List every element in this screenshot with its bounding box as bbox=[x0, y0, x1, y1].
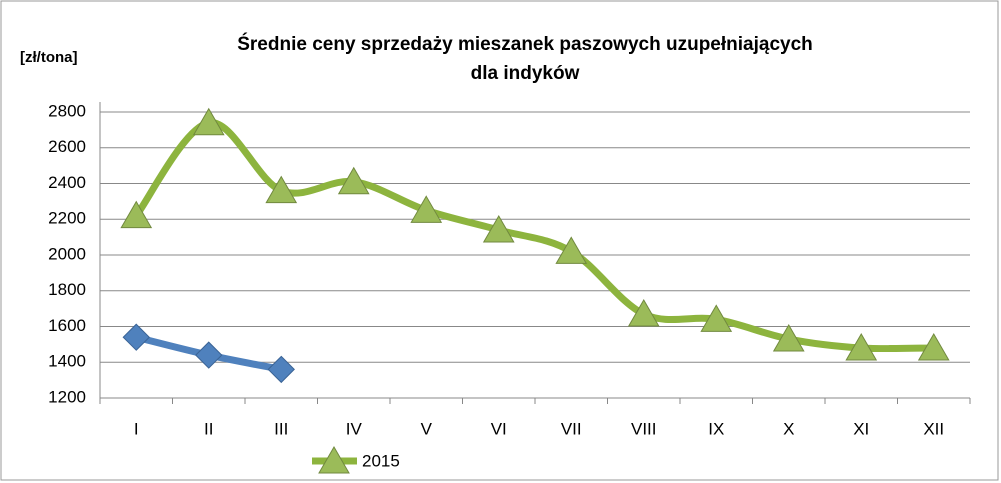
y-tick-label: 1400 bbox=[48, 352, 86, 371]
triangle-marker bbox=[410, 195, 443, 223]
x-tick-label: II bbox=[204, 419, 213, 438]
x-tick-label: IV bbox=[346, 419, 363, 438]
triangle-marker bbox=[845, 332, 878, 361]
diamond-marker bbox=[195, 341, 223, 369]
triangle-marker bbox=[482, 214, 515, 243]
y-tick-label: 2600 bbox=[48, 137, 86, 156]
triangle-marker bbox=[265, 175, 298, 204]
x-tick-label: VI bbox=[491, 419, 507, 438]
triangle-marker bbox=[917, 332, 950, 361]
x-tick-label: X bbox=[783, 419, 794, 438]
triangle-marker bbox=[700, 304, 733, 332]
y-tick-label: 2200 bbox=[48, 209, 86, 228]
y-tick-label: 2000 bbox=[48, 244, 86, 263]
diamond-marker bbox=[267, 355, 295, 384]
triangle-marker bbox=[337, 166, 370, 195]
x-tick-label: I bbox=[134, 419, 139, 438]
y-tick-label: 2800 bbox=[48, 101, 86, 120]
x-tick-label: VIII bbox=[631, 419, 657, 438]
x-tick-label: XII bbox=[923, 419, 944, 438]
x-tick-label: XI bbox=[853, 419, 869, 438]
triangle-marker bbox=[120, 200, 153, 229]
x-tick-label: V bbox=[421, 419, 433, 438]
triangle-marker bbox=[318, 445, 350, 474]
y-tick-label: 2400 bbox=[48, 173, 86, 192]
y-tick-label: 1800 bbox=[48, 280, 86, 299]
x-tick-label: VII bbox=[561, 419, 582, 438]
diamond-marker bbox=[122, 323, 150, 351]
chart-title: Średnie ceny sprzedaży mieszanek paszowy… bbox=[237, 33, 813, 55]
y-tick-label: 1600 bbox=[48, 316, 86, 335]
x-tick-label: III bbox=[274, 419, 288, 438]
x-tick-label: IX bbox=[708, 419, 724, 438]
triangle-marker bbox=[772, 324, 805, 352]
triangle-marker bbox=[555, 236, 588, 264]
y-tick-label: 1200 bbox=[48, 387, 86, 406]
chart-title: dla indyków bbox=[471, 63, 580, 84]
triangle-marker bbox=[192, 107, 225, 136]
legend-label: 2015 bbox=[362, 451, 400, 470]
y-axis-label: [zł/tona] bbox=[20, 49, 78, 66]
triangle-marker bbox=[627, 298, 660, 327]
